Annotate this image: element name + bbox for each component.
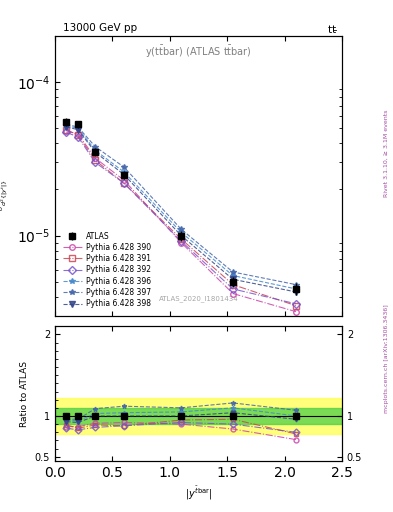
Y-axis label: $\frac{1}{\sigma}\frac{d\sigma^{nd}}{d^2\{|y^{\bar{t}}|\}}$ [1/GeV]: $\frac{1}{\sigma}\frac{d\sigma^{nd}}{d^2… bbox=[0, 141, 11, 211]
Bar bbox=[55, 398, 342, 434]
Text: y(t$\bar{\mathrm{t}}$bar) (ATLAS t$\bar{\mathrm{t}}$bar): y(t$\bar{\mathrm{t}}$bar) (ATLAS t$\bar{… bbox=[145, 44, 252, 60]
Text: 13000 GeV pp: 13000 GeV pp bbox=[63, 23, 137, 33]
X-axis label: $|y^{\bar{t}\mathrm{bar}}|$: $|y^{\bar{t}\mathrm{bar}}|$ bbox=[185, 485, 212, 502]
Legend: ATLAS, Pythia 6.428 390, Pythia 6.428 391, Pythia 6.428 392, Pythia 6.428 396, P: ATLAS, Pythia 6.428 390, Pythia 6.428 39… bbox=[59, 228, 154, 312]
Text: mcplots.cern.ch [arXiv:1306.3436]: mcplots.cern.ch [arXiv:1306.3436] bbox=[384, 304, 389, 413]
Bar bbox=[55, 408, 342, 424]
Y-axis label: Ratio to ATLAS: Ratio to ATLAS bbox=[20, 360, 29, 426]
Text: tt$\bar{}$: tt$\bar{}$ bbox=[327, 23, 338, 35]
Text: ATLAS_2020_I1801434: ATLAS_2020_I1801434 bbox=[159, 295, 238, 302]
Text: Rivet 3.1.10, ≥ 3.1M events: Rivet 3.1.10, ≥ 3.1M events bbox=[384, 110, 389, 197]
